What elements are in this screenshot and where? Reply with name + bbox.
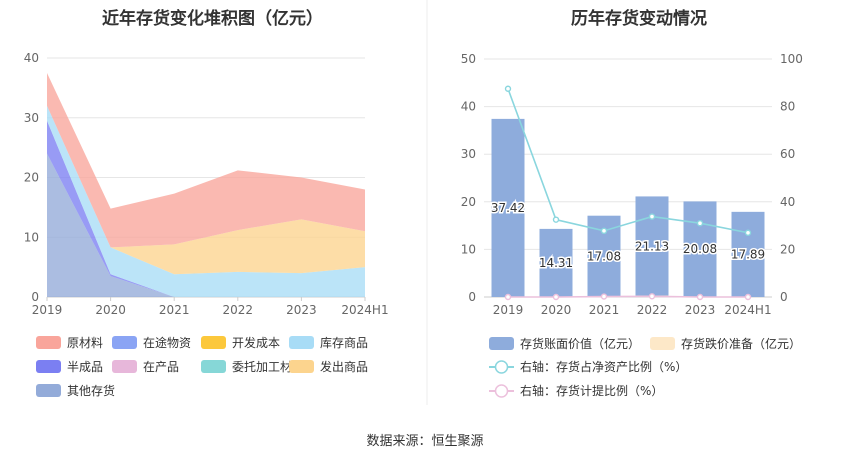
y-right-tick-label: 80 bbox=[780, 100, 795, 114]
legend-swatch bbox=[650, 337, 675, 350]
area-series-7 bbox=[47, 105, 365, 275]
line-point-2 bbox=[648, 213, 656, 220]
x-tick-label: 2021 bbox=[589, 303, 620, 317]
area-series-3 bbox=[47, 105, 365, 297]
line-point-3 bbox=[648, 293, 656, 300]
inventory-value-bar bbox=[683, 201, 717, 297]
y-right-tick-label: 100 bbox=[780, 52, 803, 66]
bar-value-label: 20.08 bbox=[683, 242, 717, 256]
bar-value-label: 17.89 bbox=[731, 247, 765, 261]
line-point-2 bbox=[504, 85, 512, 92]
y-tick-label: 20 bbox=[24, 171, 39, 185]
line-point-3 bbox=[600, 293, 608, 300]
y-right-tick-label: 0 bbox=[780, 290, 788, 304]
area-series-8 bbox=[47, 153, 365, 297]
stacked-area-chart: 0 10 20 30 40 2019 2020 2021 2022 2023 2024H1 原材料 在途… bbox=[24, 51, 389, 398]
inventory-value-bar bbox=[491, 118, 525, 297]
legend-label: 存货账面价值（亿元） bbox=[520, 336, 640, 351]
line-series-3 bbox=[508, 295, 748, 298]
y-left-tick-label: 40 bbox=[461, 100, 476, 114]
y-tick-label: 10 bbox=[24, 230, 39, 244]
x-tick-label: 2021 bbox=[159, 303, 190, 317]
y-tick-label: 0 bbox=[31, 290, 39, 304]
y-left-tick-label: 30 bbox=[461, 147, 476, 161]
x-tick-label: 2023 bbox=[286, 303, 317, 317]
inventory-value-bar bbox=[731, 211, 765, 297]
bar-value-label: 14.31 bbox=[539, 256, 573, 270]
legend-label: 右轴：存货计提比例（%） bbox=[520, 383, 663, 398]
legend-swatch bbox=[489, 337, 514, 350]
bar-value-label: 17.08 bbox=[587, 249, 621, 263]
y-right-tick-label: 20 bbox=[780, 242, 795, 256]
line-point-3 bbox=[504, 293, 512, 301]
legend-label: 半成品 bbox=[67, 360, 103, 374]
bar-value-label: 21.13 bbox=[635, 240, 669, 254]
legend-label: 委托加工材料 bbox=[232, 360, 304, 374]
y-left-tick-label: 50 bbox=[461, 52, 476, 66]
legend-label: 发出商品 bbox=[320, 359, 368, 374]
legend-label: 存货跌价准备（亿元） bbox=[681, 336, 801, 351]
line-point-3 bbox=[552, 293, 560, 301]
y-left-tick-label: 0 bbox=[468, 290, 476, 304]
legend-label: 在产品 bbox=[143, 360, 179, 374]
legend-swatch bbox=[36, 360, 61, 373]
x-tick-label: 2022 bbox=[637, 303, 668, 317]
right-chart-title: 历年存货变动情况 bbox=[571, 9, 707, 29]
y-left-tick-label: 20 bbox=[461, 195, 476, 209]
area-series-0 bbox=[47, 72, 365, 248]
x-tick-label: 2024H1 bbox=[341, 303, 388, 317]
x-tick-label: 2019 bbox=[32, 303, 63, 317]
x-tick-label: 2020 bbox=[95, 303, 126, 317]
legend-swatch bbox=[201, 336, 226, 349]
legend-swatch bbox=[289, 336, 314, 349]
y-tick-label: 30 bbox=[24, 111, 39, 125]
bar-value-label: 37.42 bbox=[491, 201, 525, 215]
inventory-bar-line-chart: 0 10 20 30 40 50 0 20 40 60 80 100 2019 2020 2021 2022 2… bbox=[461, 52, 803, 398]
legend-point-marker bbox=[494, 360, 509, 374]
legend-swatch bbox=[201, 360, 226, 373]
x-tick-label: 2024H1 bbox=[724, 303, 771, 317]
left-chart-title: 近年存货变化堆积图（亿元） bbox=[102, 9, 323, 29]
line-point-3 bbox=[696, 293, 704, 301]
line-point-2 bbox=[600, 227, 608, 235]
line-point-2 bbox=[696, 220, 704, 227]
legend-swatch bbox=[36, 384, 61, 397]
y-tick-label: 40 bbox=[24, 51, 39, 65]
line-point-2 bbox=[744, 229, 752, 236]
legend-label: 其他存货 bbox=[67, 383, 115, 398]
legend-label: 库存商品 bbox=[320, 335, 368, 350]
legend-label: 开发成本 bbox=[232, 335, 280, 350]
x-tick-label: 2019 bbox=[493, 303, 524, 317]
legend-swatch bbox=[112, 336, 137, 349]
x-tick-label: 2020 bbox=[541, 303, 572, 317]
legend-label: 在途物资 bbox=[143, 335, 191, 350]
legend-label: 原材料 bbox=[67, 336, 103, 350]
y-right-tick-label: 40 bbox=[780, 195, 795, 209]
line-point-2 bbox=[552, 216, 560, 223]
inventory-value-bar bbox=[635, 196, 669, 297]
legend-label: 右轴：存货占净资产比例（%） bbox=[520, 359, 687, 374]
x-tick-label: 2022 bbox=[223, 303, 254, 317]
legend-point-marker bbox=[494, 384, 509, 398]
y-left-tick-label: 10 bbox=[461, 242, 476, 256]
line-series-2 bbox=[507, 88, 749, 234]
legend-swatch bbox=[289, 360, 314, 373]
line-point-3 bbox=[744, 293, 752, 301]
x-tick-label: 2023 bbox=[685, 303, 716, 317]
inventory-value-bar bbox=[539, 228, 573, 297]
data-source-note: 数据来源：恒生聚源 bbox=[366, 434, 484, 449]
y-right-tick-label: 60 bbox=[780, 147, 795, 161]
legend-swatch bbox=[112, 360, 137, 373]
legend-swatch bbox=[36, 336, 61, 349]
